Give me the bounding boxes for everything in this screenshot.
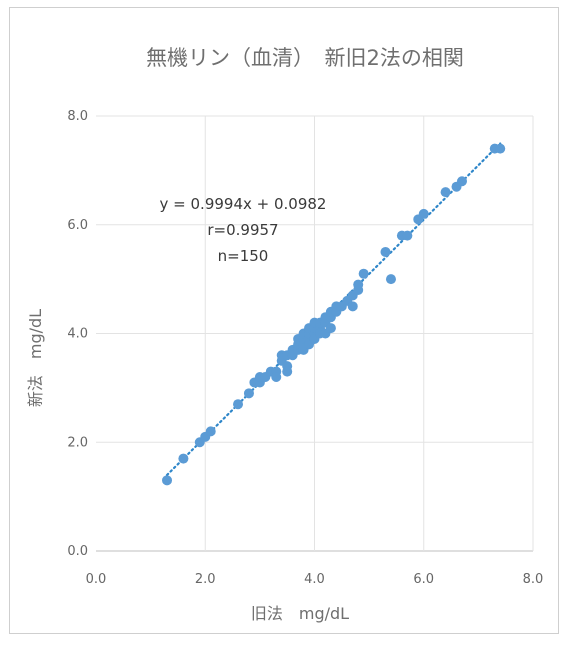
gridlines <box>96 115 534 552</box>
data-point <box>402 230 413 241</box>
y-tick-label: 4.0 <box>67 327 88 342</box>
correlation-coefficient: r=0.9957 <box>207 221 278 239</box>
data-point <box>353 279 364 290</box>
data-point <box>358 268 369 279</box>
data-point <box>440 187 451 198</box>
data-point <box>282 366 293 377</box>
chart-title: 無機リン（血清） 新旧2法の相関 <box>146 46 464 70</box>
x-tick-label: 2.0 <box>195 572 216 587</box>
chart-frame <box>9 7 559 634</box>
data-point <box>495 143 506 154</box>
data-point <box>178 453 189 464</box>
data-point <box>243 388 254 399</box>
y-axis-label: 新法 mg/dL <box>26 309 45 407</box>
data-point <box>347 301 358 312</box>
data-points <box>162 143 506 486</box>
y-tick-label: 2.0 <box>67 435 88 450</box>
data-point <box>418 208 429 219</box>
x-tick-label: 0.0 <box>86 572 107 587</box>
y-tick-label: 6.0 <box>67 218 88 233</box>
x-tick-label: 6.0 <box>413 572 434 587</box>
regression-equation: y = 0.9994x + 0.0982 <box>160 195 327 213</box>
y-tick-label: 0.0 <box>67 544 88 559</box>
data-point <box>385 274 396 285</box>
sample-size: n=150 <box>218 247 269 265</box>
y-tick-labels: 0.0 2.0 4.0 6.0 8.0 <box>67 109 88 559</box>
x-tick-label: 4.0 <box>304 572 325 587</box>
data-point <box>380 246 391 257</box>
data-point <box>205 426 216 437</box>
data-point <box>271 372 282 382</box>
x-tick-label: 8.0 <box>523 572 544 587</box>
data-point <box>233 399 244 410</box>
x-tick-labels: 0.0 2.0 4.0 6.0 8.0 <box>86 572 544 587</box>
y-tick-label: 8.0 <box>67 109 88 124</box>
data-point <box>325 323 336 334</box>
x-axis-label: 旧法 mg/dL <box>251 604 349 623</box>
data-point <box>162 475 173 486</box>
data-point <box>456 176 467 187</box>
